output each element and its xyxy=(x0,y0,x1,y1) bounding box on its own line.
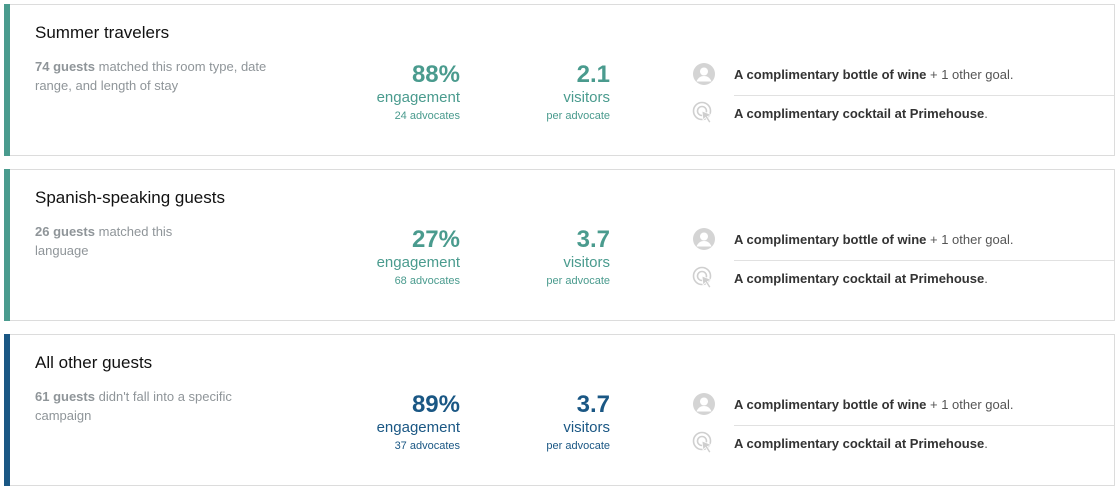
segment-criteria: matched this room type, date range, and … xyxy=(35,59,267,93)
segment-criteria: matched this language xyxy=(35,224,173,258)
advocates-count: 24 advocates xyxy=(394,110,460,122)
person-avatar-icon xyxy=(692,227,716,251)
goal-text: A complimentary bottle of wine + 1 other… xyxy=(734,397,1013,412)
engagement-metric: 27% engagement 68 advocates xyxy=(344,226,460,290)
visitors-value: 3.7 xyxy=(576,226,610,253)
engagement-metric: 89% engagement 37 advocates xyxy=(344,391,460,455)
person-avatar-icon xyxy=(692,392,716,416)
visitors-metric: 2.1 visitors per advocate xyxy=(494,61,610,125)
goal-extra: + 1 other goal. xyxy=(926,231,1014,247)
segment-description: 26 guests matched this language xyxy=(35,222,205,260)
goal-divider xyxy=(734,95,1114,96)
goal-extra: . xyxy=(984,105,988,121)
engagement-label: engagement xyxy=(376,89,460,106)
engagement-metric: 88% engagement 24 advocates xyxy=(344,61,460,125)
segment-accent-bar xyxy=(4,4,10,156)
advocates-count: 68 advocates xyxy=(394,275,460,287)
cursor-click-icon xyxy=(692,266,716,290)
guest-count: 26 guests xyxy=(35,224,95,239)
goal-divider xyxy=(734,260,1114,261)
visitors-label: visitors xyxy=(563,254,610,271)
visitors-value: 3.7 xyxy=(576,391,610,418)
segment-criteria: didn't fall into a specific campaign xyxy=(35,389,232,423)
goal-extra: . xyxy=(984,435,988,451)
engagement-label: engagement xyxy=(376,254,460,271)
goal-extra: . xyxy=(984,270,988,286)
goal-text: A complimentary cocktail at Primehouse. xyxy=(734,106,988,121)
segment-card-summer-travelers[interactable]: Summer travelers 74 guests matched this … xyxy=(4,4,1115,156)
goal-name: A complimentary cocktail at Primehouse xyxy=(734,270,985,286)
goal-extra: + 1 other goal. xyxy=(926,66,1014,82)
visitors-label: visitors xyxy=(563,89,610,106)
segment-description: 61 guests didn't fall into a specific ca… xyxy=(35,387,265,425)
goal-text: A complimentary bottle of wine + 1 other… xyxy=(734,232,1013,247)
advocates-count: 37 advocates xyxy=(394,440,460,452)
visitors-per-advocate: per advocate xyxy=(546,275,610,287)
segment-accent-bar xyxy=(4,169,10,321)
visitors-value: 2.1 xyxy=(576,61,610,88)
segment-accent-bar xyxy=(4,334,10,486)
goal-divider xyxy=(734,425,1114,426)
engagement-value: 27% xyxy=(411,226,460,253)
goal-text: A complimentary cocktail at Primehouse. xyxy=(734,271,988,286)
visitors-per-advocate: per advocate xyxy=(546,110,610,122)
goal-text: A complimentary bottle of wine + 1 other… xyxy=(734,67,1013,82)
segment-card-spanish-speaking[interactable]: Spanish-speaking guests 26 guests matche… xyxy=(4,169,1115,321)
goal-name: A complimentary bottle of wine xyxy=(734,66,927,82)
visitors-metric: 3.7 visitors per advocate xyxy=(494,391,610,455)
goal-row-cocktail[interactable]: A complimentary cocktail at Primehouse. xyxy=(692,424,1112,462)
goal-row-wine[interactable]: A complimentary bottle of wine + 1 other… xyxy=(692,220,1112,258)
cursor-click-icon xyxy=(692,101,716,125)
goal-row-wine[interactable]: A complimentary bottle of wine + 1 other… xyxy=(692,385,1112,423)
goal-name: A complimentary bottle of wine xyxy=(734,396,927,412)
segment-description: 74 guests matched this room type, date r… xyxy=(35,57,285,95)
visitors-per-advocate: per advocate xyxy=(546,440,610,452)
engagement-value: 88% xyxy=(411,61,460,88)
segment-title: Spanish-speaking guests xyxy=(35,188,225,207)
goal-row-cocktail[interactable]: A complimentary cocktail at Primehouse. xyxy=(692,94,1112,132)
goal-text: A complimentary cocktail at Primehouse. xyxy=(734,436,988,451)
visitors-metric: 3.7 visitors per advocate xyxy=(494,226,610,290)
segment-title: All other guests xyxy=(35,353,153,372)
guest-count: 61 guests xyxy=(35,389,95,404)
guest-count: 74 guests xyxy=(35,59,95,74)
visitors-label: visitors xyxy=(563,419,610,436)
engagement-value: 89% xyxy=(411,391,460,418)
cursor-click-icon xyxy=(692,431,716,455)
goal-row-cocktail[interactable]: A complimentary cocktail at Primehouse. xyxy=(692,259,1112,297)
goal-name: A complimentary cocktail at Primehouse xyxy=(734,105,985,121)
goal-name: A complimentary cocktail at Primehouse xyxy=(734,435,985,451)
segment-card-all-other[interactable]: All other guests 61 guests didn't fall i… xyxy=(4,334,1115,486)
goal-extra: + 1 other goal. xyxy=(926,396,1014,412)
segment-title: Summer travelers xyxy=(35,23,170,42)
person-avatar-icon xyxy=(692,62,716,86)
goal-name: A complimentary bottle of wine xyxy=(734,231,927,247)
engagement-label: engagement xyxy=(376,419,460,436)
goal-row-wine[interactable]: A complimentary bottle of wine + 1 other… xyxy=(692,55,1112,93)
